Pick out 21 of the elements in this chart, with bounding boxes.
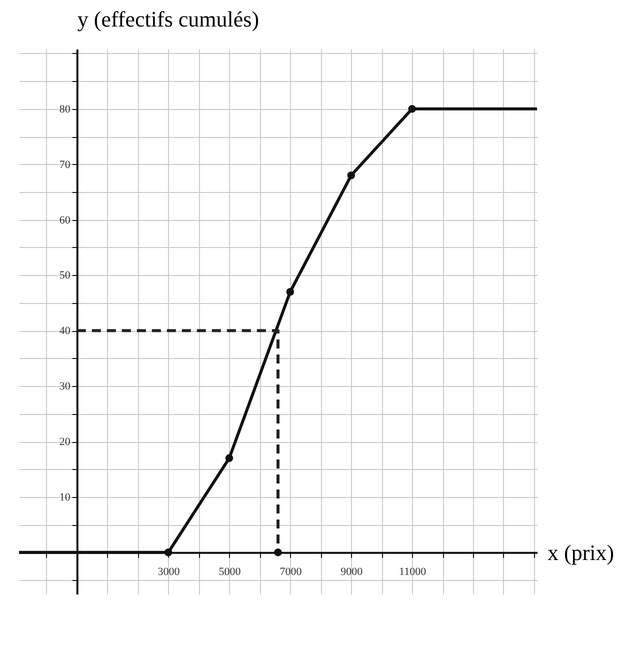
y-tick-label: 40: [59, 325, 71, 338]
y-tick-label: 50: [59, 270, 71, 282]
x-tick-label: 11000: [399, 566, 427, 578]
point: [408, 105, 416, 113]
y-tick-label: 30: [59, 380, 71, 393]
point: [225, 454, 234, 462]
point: [347, 172, 355, 180]
y-tick-label: 20: [59, 436, 71, 448]
x-axis-title: x (prix): [548, 540, 614, 565]
y-tick-label: 80: [59, 103, 71, 116]
x-tick-label: 7000: [280, 566, 302, 578]
y-tick-label: 70: [59, 158, 71, 171]
y-tick-label: 60: [59, 214, 71, 226]
x-tick-label: 5000: [218, 566, 242, 578]
y-axis-title: y (effectifs cumulés): [77, 6, 260, 32]
x-tick-label: 3000: [158, 566, 180, 578]
point: [274, 548, 282, 556]
point: [164, 548, 172, 556]
x-tick-label: 9000: [340, 566, 364, 578]
point: [286, 288, 294, 296]
y-tick-label: 10: [59, 491, 71, 504]
